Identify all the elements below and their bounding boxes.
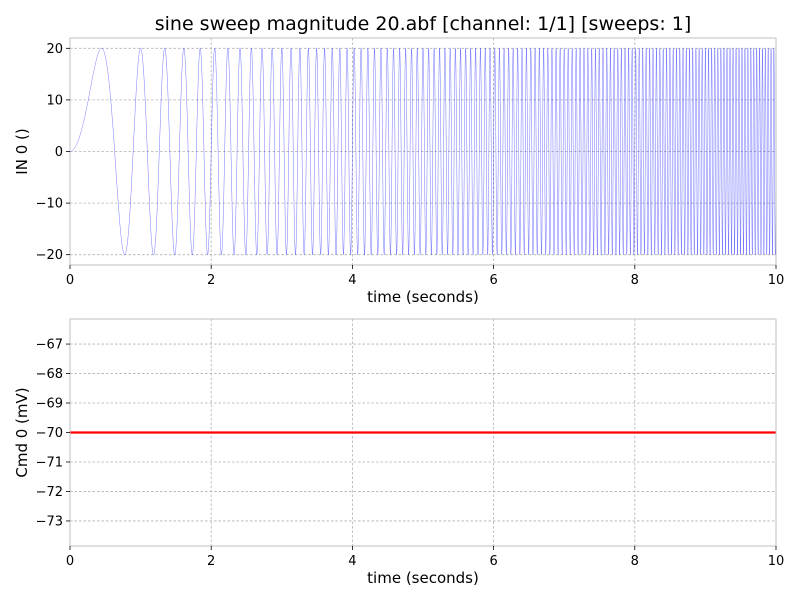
- signal-x-tick-label: 8: [631, 273, 639, 288]
- command-y-tick-label: −73: [36, 514, 63, 529]
- command-y-tick-label: −71: [36, 455, 63, 470]
- signal-y-tick-label: 20: [46, 42, 63, 57]
- signal-x-ticks: 0 2 4 6 8 10: [66, 265, 784, 288]
- signal-y-tick-label: 10: [46, 93, 63, 108]
- signal-panel: 0 2 4 6 8 10 −20 −10 0 10 20 time (seconds) IN 0 …: [13, 37, 784, 306]
- command-y-tick-label: −67: [36, 338, 63, 353]
- signal-y-ticks: −20 −10 0 10 20: [36, 42, 70, 263]
- command-y-ticks: −73 −72 −71 −70 −69 −68 −67: [36, 338, 70, 529]
- command-panel: 0 2 4 6 8 10 −73 −72 −71 −70 −69 −68 −67 time (seco…: [13, 318, 784, 587]
- command-x-axis-label: time (seconds): [367, 569, 479, 587]
- command-y-tick-label: −68: [36, 367, 63, 382]
- command-y-tick-label: −70: [36, 426, 63, 441]
- signal-x-tick-label: 10: [768, 273, 785, 288]
- signal-series-line: [70, 47, 777, 256]
- signal-x-tick-label: 4: [348, 273, 356, 288]
- signal-y-axis-label: IN 0 (): [13, 128, 31, 174]
- command-x-ticks: 0 2 4 6 8 10: [66, 546, 784, 569]
- command-x-tick-label: 10: [768, 554, 785, 569]
- command-x-tick-label: 0: [66, 554, 74, 569]
- command-x-tick-label: 4: [348, 554, 356, 569]
- signal-x-tick-label: 2: [207, 273, 215, 288]
- signal-x-axis-label: time (seconds): [367, 288, 479, 306]
- command-x-tick-label: 6: [489, 554, 497, 569]
- command-x-tick-label: 2: [207, 554, 215, 569]
- signal-y-tick-label: −20: [36, 248, 63, 263]
- command-y-axis-label: Cmd 0 (mV): [13, 387, 31, 477]
- signal-series: [70, 47, 777, 256]
- signal-x-tick-label: 6: [489, 273, 497, 288]
- command-y-tick-label: −69: [36, 397, 63, 412]
- chart-title: sine sweep magnitude 20.abf [channel: 1/…: [155, 13, 692, 35]
- command-y-tick-label: −72: [36, 485, 63, 500]
- command-x-tick-label: 8: [631, 554, 639, 569]
- signal-y-tick-label: −10: [36, 197, 63, 212]
- signal-y-tick-label: 0: [55, 145, 63, 160]
- signal-x-tick-label: 0: [66, 273, 74, 288]
